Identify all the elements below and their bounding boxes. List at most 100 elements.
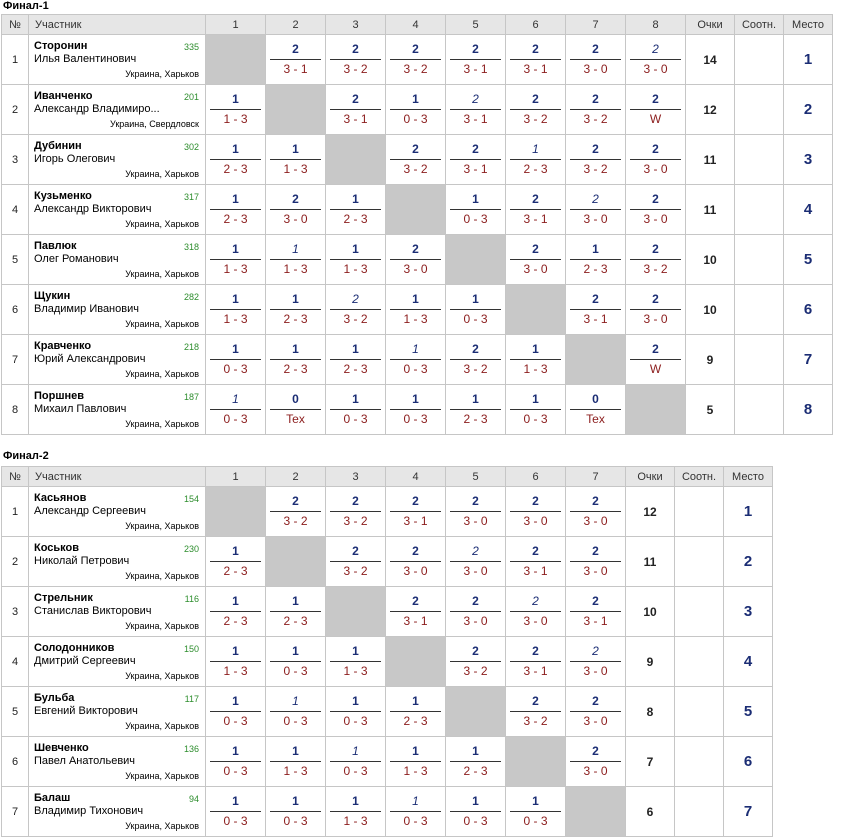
- match-points: 1: [232, 192, 239, 206]
- result-divider: [330, 561, 381, 562]
- player-rating: 282: [183, 292, 199, 302]
- match-points: 1: [352, 392, 359, 406]
- player-name: Александр Владимиро...: [34, 103, 160, 115]
- result-cell: 1 1 - 3: [325, 234, 386, 285]
- result-cell: 2 3 - 0: [445, 486, 506, 537]
- match-score: W: [649, 362, 662, 376]
- result-divider: [510, 109, 561, 110]
- row-number: 4: [1, 636, 29, 687]
- match-points: 2: [592, 192, 599, 206]
- match-score: 2 - 3: [463, 412, 488, 426]
- col-header-participant: Участник: [28, 14, 206, 35]
- self-cell: [565, 786, 626, 837]
- result-cell: 2 3 - 1: [385, 486, 446, 537]
- place-value: 1: [723, 486, 773, 537]
- result-cell: 1 0 - 3: [205, 736, 266, 787]
- match-score: 3 - 2: [463, 664, 488, 678]
- row-number: 6: [1, 736, 29, 787]
- result-cell: 2 3 - 0: [565, 636, 626, 687]
- result-cell: 2 3 - 0: [565, 486, 626, 537]
- player-rating: 302: [183, 142, 199, 152]
- match-score: 3 - 2: [403, 62, 428, 76]
- participant-cell: Поршнев 187 Михаил Павлович Украина, Харько…: [28, 384, 206, 435]
- match-score: 3 - 0: [583, 764, 608, 778]
- result-divider: [510, 611, 561, 612]
- match-score: 3 - 0: [463, 614, 488, 628]
- result-divider: [210, 159, 261, 160]
- match-score: 3 - 1: [463, 112, 488, 126]
- result-divider: [510, 209, 561, 210]
- result-divider: [210, 561, 261, 562]
- match-points: 2: [532, 594, 539, 608]
- result-divider: [570, 209, 621, 210]
- result-divider: [390, 159, 441, 160]
- ratio-cell: [674, 586, 724, 637]
- col-header-opponent: 6: [505, 466, 566, 487]
- place-value: 1: [783, 34, 833, 85]
- match-score: 0 - 3: [343, 764, 368, 778]
- result-cell: 2 3 - 0: [445, 586, 506, 637]
- player-name: Михаил Павлович: [34, 403, 127, 415]
- match-points: 1: [232, 292, 239, 306]
- participant-cell: Солодонников 150 Дмитрий Сергеевич Украина,…: [28, 636, 206, 687]
- ratio-cell: [674, 486, 724, 537]
- participant-cell: Павлюк 318 Олег Романович Украина, Харьков: [28, 234, 206, 285]
- result-cell: 1 0 - 3: [205, 334, 266, 385]
- result-divider: [390, 561, 441, 562]
- result-divider: [330, 359, 381, 360]
- result-divider: [390, 59, 441, 60]
- participant-cell: Коськов 230 Николай Петрович Украина, Харьк…: [28, 536, 206, 587]
- self-cell: [445, 686, 506, 737]
- player-city: Украина, Харьков: [125, 69, 199, 79]
- result-cell: 2 3 - 2: [325, 536, 386, 587]
- match-points: 1: [292, 644, 299, 658]
- section-title-final-1: Финал-1: [3, 0, 49, 12]
- match-points: 1: [532, 342, 539, 356]
- place-value: 2: [783, 84, 833, 135]
- match-score: 3 - 1: [523, 664, 548, 678]
- total-points: 10: [625, 586, 675, 637]
- match-points: 1: [292, 242, 299, 256]
- result-divider: [210, 761, 261, 762]
- result-divider: [390, 511, 441, 512]
- match-points: 1: [352, 342, 359, 356]
- results-table-final-1: № Участник 1 2 3 4 5 6 7 8 Очки Соотн. М…: [1, 14, 833, 435]
- match-score: 2 - 3: [523, 162, 548, 176]
- match-points: 1: [592, 242, 599, 256]
- match-points: 2: [352, 42, 359, 56]
- result-cell: 1 2 - 3: [385, 686, 446, 737]
- match-points: 2: [472, 544, 479, 558]
- player-city: Украина, Харьков: [125, 419, 199, 429]
- result-cell: 1 1 - 3: [205, 636, 266, 687]
- match-score: 3 - 1: [523, 62, 548, 76]
- table-row: 7 Кравченко 218 Юрий Александрович Украина, …: [1, 334, 833, 385]
- table-row: 3 Дубинин 302 Игорь Олегович Украина, Харько…: [1, 134, 833, 185]
- result-divider: [390, 359, 441, 360]
- result-divider: [210, 811, 261, 812]
- match-score: W: [649, 112, 662, 126]
- match-score: 3 - 2: [643, 262, 668, 276]
- ratio-cell: [674, 536, 724, 587]
- match-points: 2: [532, 644, 539, 658]
- result-divider: [270, 259, 321, 260]
- col-header-opponent: 2: [265, 14, 326, 35]
- match-points: 2: [472, 92, 479, 106]
- result-cell: 2 3 - 0: [445, 536, 506, 587]
- match-points: 0: [292, 392, 299, 406]
- header-row: № Участник 1 2 3 4 5 6 7 8 Очки Соотн. М…: [1, 14, 833, 35]
- match-score: 1 - 3: [343, 664, 368, 678]
- player-name: Владимир Тихонович: [34, 805, 144, 817]
- match-points: 2: [412, 494, 419, 508]
- player-city: Украина, Харьков: [125, 319, 199, 329]
- result-divider: [390, 109, 441, 110]
- result-cell: 2 3 - 0: [625, 34, 686, 85]
- result-cell: 2 3 - 1: [565, 586, 626, 637]
- col-header-opponent: 8: [625, 14, 686, 35]
- match-points: 1: [292, 292, 299, 306]
- match-points: 1: [472, 292, 479, 306]
- player-city: Украина, Харьков: [125, 771, 199, 781]
- result-cell: 2 3 - 0: [565, 34, 626, 85]
- match-score: 0 - 3: [403, 814, 428, 828]
- player-name: Александр Сергеевич: [34, 505, 146, 517]
- player-name: Юрий Александрович: [34, 353, 146, 365]
